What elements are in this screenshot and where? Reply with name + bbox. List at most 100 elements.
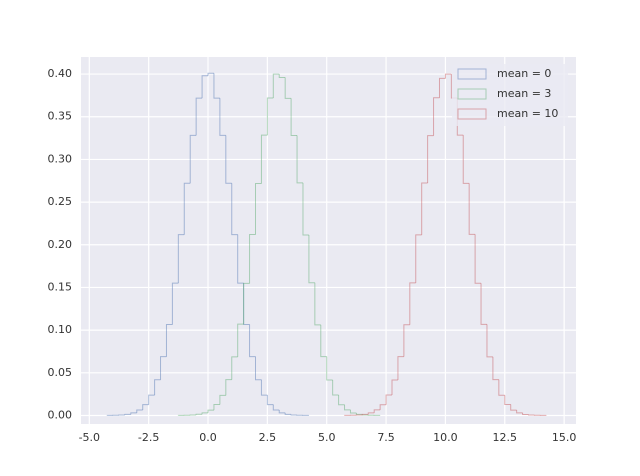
histogram-step [225, 135, 232, 184]
x-tick-label: 10.0 [433, 431, 458, 444]
histogram-step [528, 414, 535, 416]
histogram-step [195, 97, 203, 136]
histogram-step [367, 412, 375, 415]
histogram-step [522, 412, 529, 415]
legend-label: mean = 3 [497, 87, 551, 100]
histogram-step [438, 77, 446, 98]
histogram-step [492, 356, 499, 381]
histogram-step [231, 356, 238, 380]
histogram-step [207, 409, 214, 413]
histogram-step [415, 234, 422, 283]
histogram-step [468, 183, 476, 235]
histogram-step [290, 414, 298, 416]
histogram-step [373, 409, 381, 413]
y-tick-label: 0.25 [48, 195, 73, 208]
histogram-step [320, 324, 327, 358]
histogram-step [385, 394, 393, 405]
y-tick-label: 0.20 [48, 238, 73, 251]
histogram-step [249, 234, 256, 284]
legend-label: mean = 0 [497, 67, 551, 80]
histogram-step [498, 379, 505, 396]
x-tick-label: 12.5 [493, 431, 518, 444]
histogram-step [254, 356, 262, 381]
histogram-step [195, 413, 203, 415]
histogram-step [243, 283, 250, 325]
histogram-step [516, 410, 523, 414]
histogram-step [213, 404, 220, 411]
histogram-step [254, 182, 262, 235]
histogram-step [183, 182, 191, 235]
y-tick-label: 0.30 [48, 152, 73, 165]
histogram-step [284, 77, 292, 99]
histogram-step [160, 356, 167, 380]
histogram-step [260, 134, 268, 184]
histogram-step [272, 404, 280, 411]
histogram-step [124, 413, 131, 415]
histogram-step [165, 323, 173, 357]
x-tick-label: 0.0 [199, 431, 217, 444]
histogram-step [219, 394, 226, 405]
y-tick-label: 0.40 [48, 67, 73, 80]
histogram-step [361, 414, 369, 416]
histogram-step [504, 395, 511, 406]
histogram-step [302, 182, 309, 236]
histogram-step [201, 75, 209, 99]
histogram-step [326, 356, 333, 381]
histogram-step [480, 283, 487, 325]
y-tick-label: 0.00 [48, 408, 73, 421]
legend-swatch [457, 88, 487, 100]
y-tick-label: 0.35 [48, 110, 73, 123]
histogram-step [290, 98, 298, 137]
histogram-step [148, 394, 155, 405]
y-tick-label: 0.05 [48, 366, 73, 379]
histogram-step [278, 74, 286, 78]
histogram-step [266, 395, 274, 406]
legend-box [452, 64, 568, 126]
histogram-step [332, 380, 339, 396]
histogram-step [213, 73, 220, 99]
histogram-step [486, 324, 493, 358]
histogram-step [349, 409, 357, 414]
histogram-step [136, 409, 143, 413]
histogram-step [308, 234, 315, 284]
histogram-step [130, 412, 137, 415]
legend-label: mean = 10 [497, 107, 558, 120]
histogram-step [462, 135, 470, 184]
histogram-step [338, 394, 345, 406]
legend-swatch [457, 108, 487, 120]
histogram-step [189, 134, 197, 184]
histogram-step [243, 282, 250, 325]
histogram-step [433, 97, 440, 136]
histogram-step [154, 379, 161, 396]
histogram-step [219, 98, 226, 136]
histogram-step [207, 72, 214, 76]
histogram-step [403, 324, 410, 357]
y-tick-label: 0.15 [48, 280, 73, 293]
histogram-step [278, 410, 286, 414]
histogram-step [427, 135, 434, 183]
histogram-step [237, 323, 244, 357]
histogram-step [201, 412, 209, 415]
legend-swatch [457, 68, 487, 80]
histogram-step [266, 97, 274, 136]
x-tick-label: 2.5 [259, 431, 277, 444]
histogram-step [225, 379, 232, 396]
x-tick-label: 7.5 [377, 431, 395, 444]
histogram-step [444, 73, 452, 79]
histogram-step [142, 404, 149, 411]
histogram-step [361, 413, 369, 416]
histogram-step [474, 234, 482, 284]
histogram-step [249, 324, 256, 358]
histogram-step [171, 282, 179, 325]
histogram-step [231, 183, 238, 236]
x-tick-label: -2.5 [138, 431, 159, 444]
histogram-step [237, 234, 244, 284]
histogram-step [421, 182, 428, 235]
histogram-step [272, 73, 280, 98]
histogram-step [296, 135, 303, 184]
histogram-step [397, 356, 404, 380]
histogram-step [344, 404, 351, 411]
histogram-step [284, 412, 292, 415]
histogram-step [379, 404, 387, 410]
